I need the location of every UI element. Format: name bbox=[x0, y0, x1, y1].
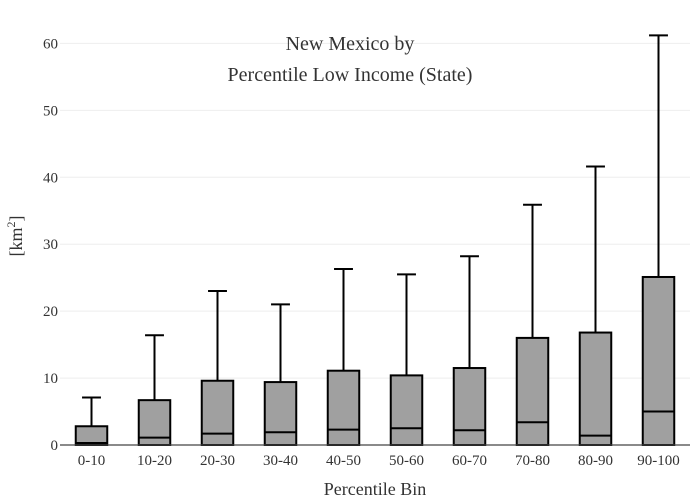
x-tick-label: 90-100 bbox=[637, 453, 680, 469]
box-item bbox=[263, 303, 298, 447]
x-tick-label: 10-20 bbox=[137, 453, 172, 469]
box-item bbox=[452, 255, 487, 447]
x-tick-label: 60-70 bbox=[452, 453, 487, 469]
chart-title-line-2: Percentile Low Income (State) bbox=[228, 64, 473, 86]
y-axis-title-end: ] bbox=[6, 216, 26, 222]
y-axis-title: [km2] bbox=[4, 216, 26, 257]
y-tick-label: 0 bbox=[51, 438, 59, 454]
box-series bbox=[74, 34, 676, 447]
box-item bbox=[200, 290, 235, 447]
x-tick-label: 80-90 bbox=[578, 453, 613, 469]
y-tick-label: 30 bbox=[43, 237, 58, 253]
x-tick-label: 0-10 bbox=[78, 453, 106, 469]
chart-title-line-1: New Mexico by bbox=[286, 33, 415, 55]
box-body bbox=[641, 275, 676, 447]
x-axis-title: Percentile Bin bbox=[324, 479, 426, 499]
y-tick-label: 50 bbox=[43, 103, 58, 119]
y-axis-ticks: 0 10 20 30 40 50 60 bbox=[43, 36, 58, 454]
box-body bbox=[326, 369, 361, 446]
box-body bbox=[389, 374, 424, 446]
x-axis-ticks: 0-10 10-20 20-30 30-40 40-50 50-60 60-70 70-80 8… bbox=[78, 453, 680, 469]
box-body bbox=[200, 379, 235, 447]
box-body bbox=[578, 331, 613, 447]
box-item bbox=[641, 34, 676, 447]
y-axis-title-superscript: 2 bbox=[4, 222, 18, 228]
y-axis-title-main: [km bbox=[6, 228, 26, 257]
x-tick-label: 30-40 bbox=[263, 453, 298, 469]
box-body bbox=[452, 367, 487, 447]
x-tick-label: 40-50 bbox=[326, 453, 361, 469]
box-body bbox=[515, 336, 550, 446]
box-item bbox=[578, 165, 613, 447]
x-tick-label: 50-60 bbox=[389, 453, 424, 469]
y-tick-label: 40 bbox=[43, 170, 58, 186]
x-tick-label: 70-80 bbox=[515, 453, 550, 469]
box-item bbox=[326, 267, 361, 446]
y-tick-label: 60 bbox=[43, 36, 58, 52]
x-tick-label: 20-30 bbox=[200, 453, 235, 469]
box-item bbox=[389, 273, 424, 446]
box-body bbox=[263, 381, 298, 447]
y-tick-label: 20 bbox=[43, 304, 58, 320]
box-item bbox=[74, 396, 109, 446]
box-item bbox=[137, 334, 172, 447]
y-tick-label: 10 bbox=[43, 371, 58, 387]
box-item bbox=[515, 203, 550, 446]
